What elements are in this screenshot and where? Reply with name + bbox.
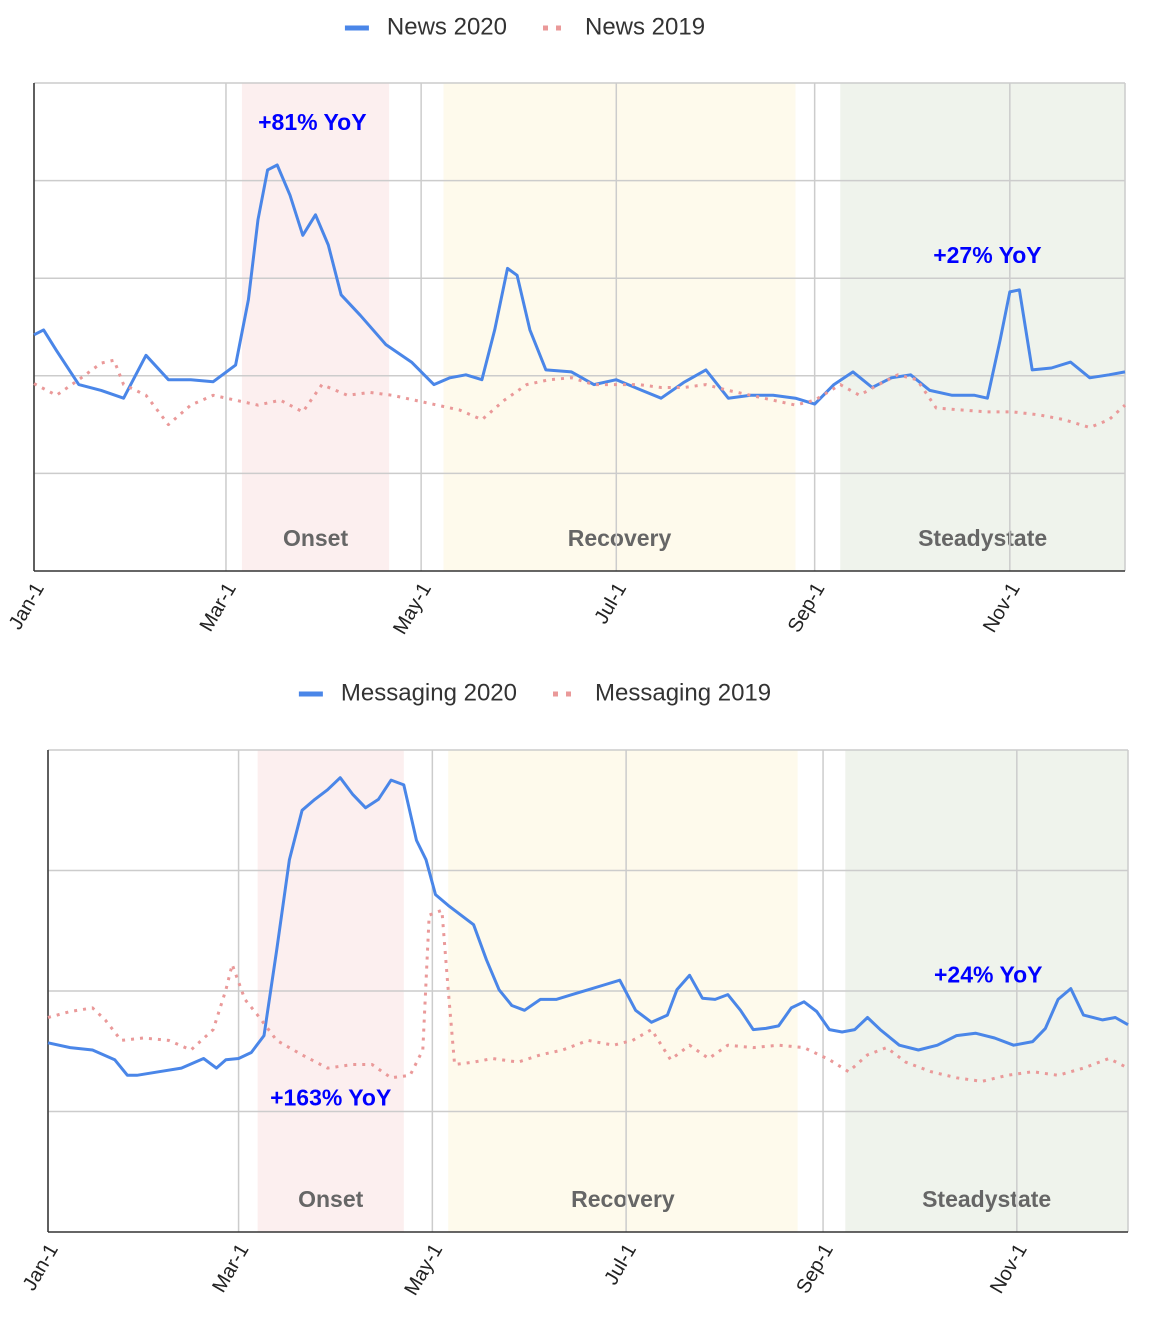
- series-line: [47, 776, 1129, 1077]
- x-tick-label: Sep-1: [792, 1240, 838, 1297]
- legend-label: News 2020: [387, 13, 507, 40]
- region-label: Onset: [298, 1186, 364, 1212]
- region-label: Recovery: [568, 525, 672, 551]
- series-line: [47, 908, 1129, 1083]
- region: [840, 83, 1125, 571]
- x-tick-label: Mar-1: [208, 1240, 253, 1296]
- legend: Messaging 2020 Messaging 2019: [298, 679, 771, 706]
- x-tick-label: May-1: [400, 1240, 447, 1299]
- region-label: Onset: [283, 525, 349, 551]
- series-line: [33, 163, 1126, 406]
- x-tick-label: May-1: [389, 579, 436, 638]
- region-label: Recovery: [571, 1186, 675, 1212]
- region-label: Steadystate: [922, 1186, 1051, 1212]
- x-tick-label: Nov-1: [986, 1240, 1032, 1297]
- legend-label: News 2019: [585, 13, 705, 40]
- region-label: Steadystate: [918, 525, 1047, 551]
- x-tick-label: Mar-1: [196, 579, 241, 635]
- region: [241, 83, 390, 571]
- x-tick-label: Nov-1: [979, 579, 1025, 636]
- legend: News 2020 News 2019: [344, 13, 705, 40]
- annotation: +163% YoY: [270, 1085, 391, 1111]
- annotation: +27% YoY: [933, 242, 1041, 268]
- series-line: [33, 358, 1127, 429]
- x-tick-label: Jan-1: [5, 579, 49, 633]
- x-tick-label: Jul-1: [600, 1240, 641, 1289]
- x-tick-label: Jan-1: [19, 1240, 63, 1294]
- annotation: +81% YoY: [258, 109, 366, 135]
- x-tick-label: Sep-1: [784, 579, 830, 636]
- region: [443, 83, 796, 571]
- legend-label: Messaging 2020: [341, 679, 517, 706]
- x-tick-label: Jul-1: [590, 579, 631, 628]
- annotation: +24% YoY: [934, 962, 1042, 988]
- legend-label: Messaging 2019: [595, 679, 771, 706]
